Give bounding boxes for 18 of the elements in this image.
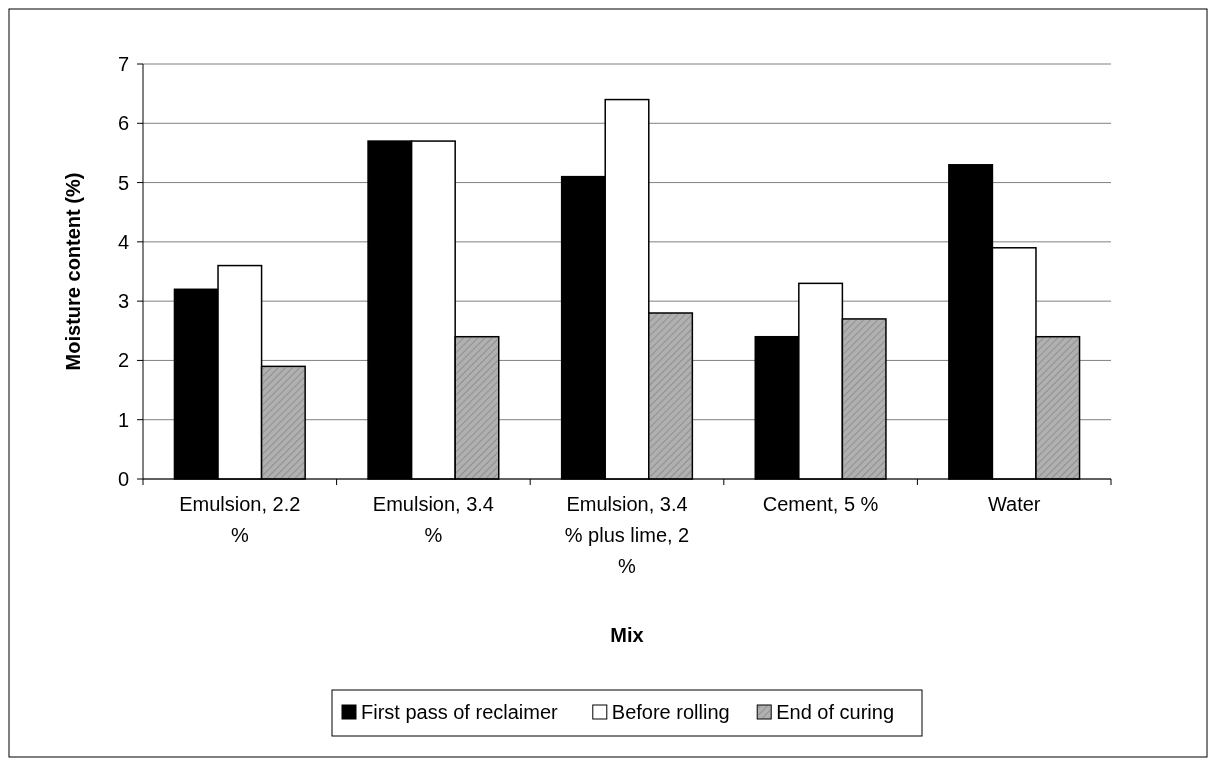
x-tick-label: Emulsion, 3.4 % plus lime, 2 %	[564, 493, 690, 577]
y-tick-label: 2	[117, 349, 129, 372]
x-tick-label: Emulsion, 3.4 %	[372, 493, 494, 546]
x-tick-label: Water	[987, 493, 1041, 515]
legend-label: End of curing	[776, 701, 895, 723]
y-axis-title: Moisture content (%)	[62, 172, 84, 371]
y-tick-label: 6	[117, 112, 129, 135]
y-tick-label: 0	[117, 468, 129, 490]
legend-label: Before rolling	[611, 701, 730, 723]
x-tick-label: Emulsion, 2.2 %	[179, 493, 301, 546]
y-tick-label: 7	[117, 53, 129, 75]
legend-label: First pass of reclaimer	[361, 701, 559, 723]
y-tick-label: 3	[117, 290, 129, 313]
y-tick-label: 4	[117, 230, 129, 253]
y-tick-label: 5	[117, 171, 129, 194]
x-axis-title: Mix	[610, 624, 644, 646]
x-tick-label: Cement, 5 %	[762, 493, 879, 515]
y-tick-label: 1	[117, 408, 129, 431]
